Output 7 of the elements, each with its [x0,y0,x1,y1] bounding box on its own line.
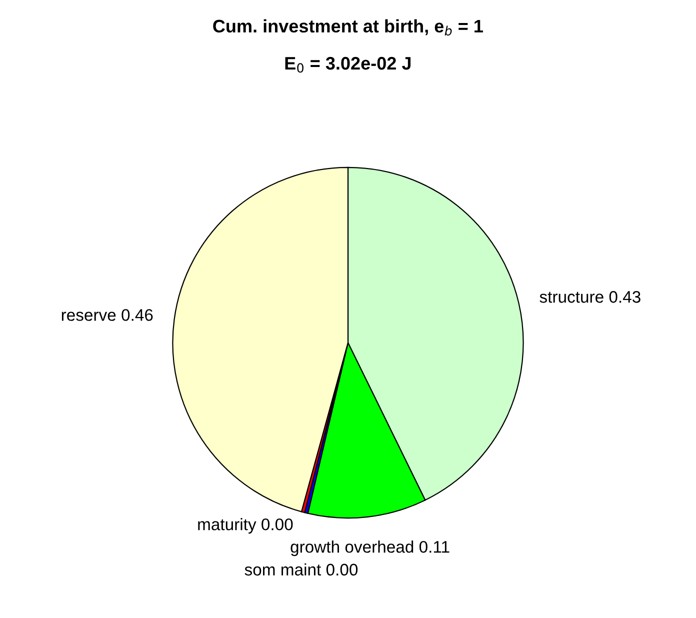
slice-label: structure 0.43 [540,291,640,303]
slice-label: maturity 0.00 [198,518,293,534]
slice-label: reserve 0.46 [62,309,153,321]
slice-label: growth overhead 0.11 [290,540,450,556]
chart-title: Cum. investment at birth, e$_{b}$ = 1 [213,19,483,36]
slice-label: som maint 0.00 [244,563,358,576]
chart-subtitle: E$_{0}$ = 3.02e-02 J [285,56,411,73]
